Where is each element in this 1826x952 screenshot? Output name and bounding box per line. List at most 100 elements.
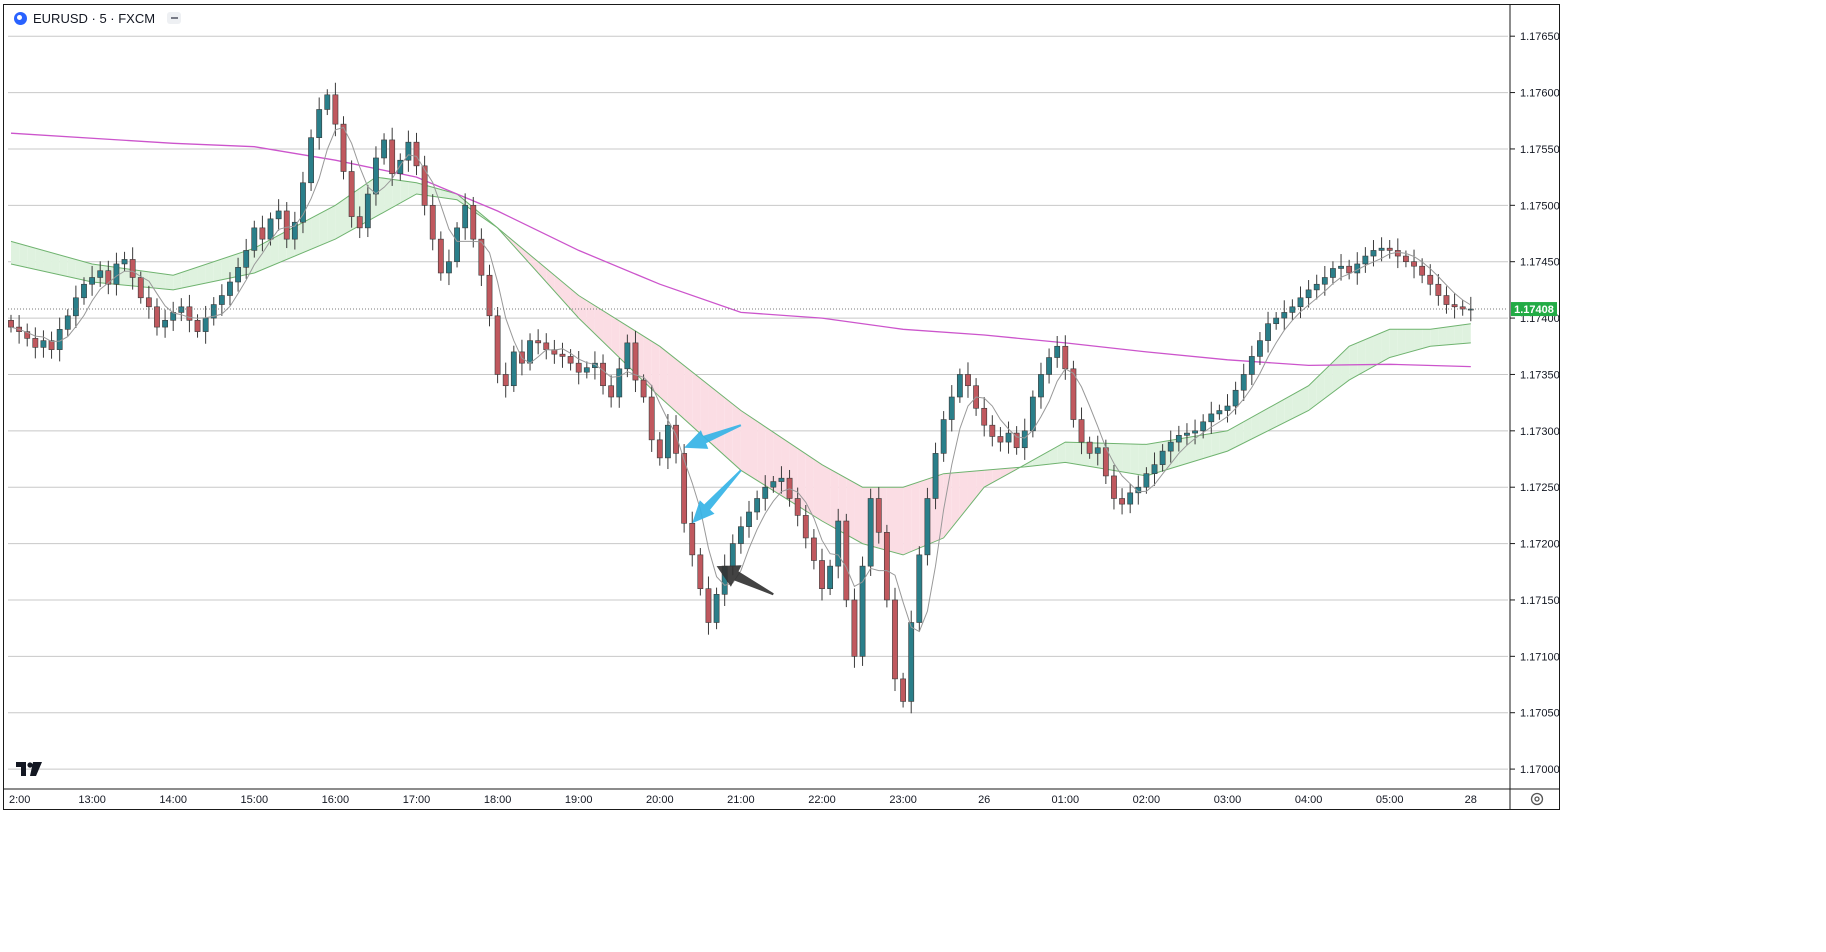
minus-icon[interactable]	[167, 12, 182, 24]
candle	[835, 508, 842, 579]
candle-body	[746, 511, 752, 527]
candle-body	[778, 477, 785, 482]
symbol-header[interactable]: EURUSD · 5 · FXCM	[14, 9, 182, 27]
candle-body	[1386, 247, 1393, 251]
cloud-fill	[757, 421, 766, 486]
candle	[429, 194, 436, 251]
candle	[1184, 423, 1190, 446]
blue-arrow-annotation	[692, 469, 742, 524]
candle-body	[510, 351, 517, 387]
candle	[1159, 444, 1166, 472]
candle-body	[300, 182, 306, 223]
time-label: 28	[1465, 794, 1477, 806]
candle-body	[381, 139, 387, 159]
candle-body	[202, 317, 209, 332]
candle	[1338, 254, 1344, 281]
candle	[616, 358, 623, 408]
cloud-fill	[1113, 443, 1123, 472]
candle	[454, 222, 460, 268]
candle	[551, 339, 558, 364]
candle-body	[567, 356, 574, 364]
candle-body	[324, 94, 331, 110]
candle-body	[875, 498, 882, 533]
candle-body	[1281, 312, 1288, 319]
candle	[478, 228, 485, 287]
cloud-fill	[1032, 455, 1041, 467]
cloud-fill	[1186, 436, 1196, 464]
candle	[1038, 362, 1044, 409]
price-label: 1.17050	[1520, 708, 1560, 720]
candle	[397, 153, 404, 181]
cloud-fill	[1454, 324, 1463, 345]
cloud-fill	[554, 275, 563, 301]
cloud-fill	[822, 464, 831, 526]
candle-body	[1038, 374, 1044, 398]
candle-body	[1127, 492, 1134, 505]
candle-body	[632, 342, 639, 381]
candle-body	[940, 419, 947, 454]
candle-body	[1029, 396, 1036, 432]
cloud-fill	[1268, 403, 1277, 431]
cloud-fill	[1438, 327, 1447, 346]
price-label: 1.17400	[1520, 313, 1560, 325]
candle	[770, 475, 777, 493]
price-label: 1.17000	[1520, 764, 1560, 776]
candle-body	[8, 320, 14, 328]
cloud-fill	[740, 410, 750, 476]
time-label: 23:00	[889, 794, 917, 806]
candle-body	[1078, 419, 1085, 443]
candle	[1224, 394, 1231, 423]
candle-body	[462, 205, 469, 229]
candle-body	[1046, 357, 1052, 375]
cloud-fill	[335, 199, 344, 240]
candle-body	[1135, 486, 1142, 494]
candle	[218, 284, 225, 316]
candle-body	[689, 522, 696, 556]
candle	[1362, 247, 1369, 273]
time-label: 04:00	[1295, 794, 1323, 806]
candle-body	[1192, 430, 1198, 434]
cloud-slow-line	[10, 193, 1471, 488]
time-label: 14:00	[159, 794, 187, 806]
cloud-fill	[75, 259, 84, 281]
candle	[948, 385, 955, 432]
candle	[575, 351, 582, 385]
candle	[89, 265, 95, 296]
candle-body	[543, 342, 550, 350]
candle-body	[1419, 265, 1426, 276]
candle	[1411, 249, 1417, 279]
candle	[713, 587, 720, 630]
cloud-fill	[676, 359, 685, 419]
candle-body	[762, 486, 769, 499]
cloud-fill	[1446, 325, 1455, 345]
candle-body	[1313, 283, 1320, 291]
candle	[1208, 401, 1215, 434]
gear-icon[interactable]	[1529, 791, 1545, 807]
cloud-fill	[513, 241, 522, 255]
candle-body	[754, 498, 761, 513]
candle	[1265, 311, 1271, 353]
candle-body	[1151, 464, 1158, 474]
candle-body	[1111, 475, 1117, 499]
candle	[535, 329, 542, 355]
candle	[405, 130, 412, 172]
price-label: 1.17550	[1520, 144, 1560, 156]
time-label: 21:00	[727, 794, 755, 806]
candle-body	[405, 141, 412, 161]
cloud-fill	[165, 274, 174, 290]
candle	[300, 171, 306, 234]
candle-body	[210, 304, 217, 319]
candle	[486, 264, 493, 327]
cloud-fill	[432, 187, 441, 198]
candle	[56, 317, 63, 362]
candle-body	[673, 424, 679, 454]
candle-body	[713, 594, 720, 623]
candle-body	[681, 453, 688, 524]
candle-body	[1321, 277, 1328, 285]
candle	[1330, 261, 1336, 285]
candle-body	[1378, 247, 1385, 251]
candle	[1078, 407, 1085, 455]
candle	[1005, 421, 1012, 454]
candle-body	[1443, 295, 1450, 305]
